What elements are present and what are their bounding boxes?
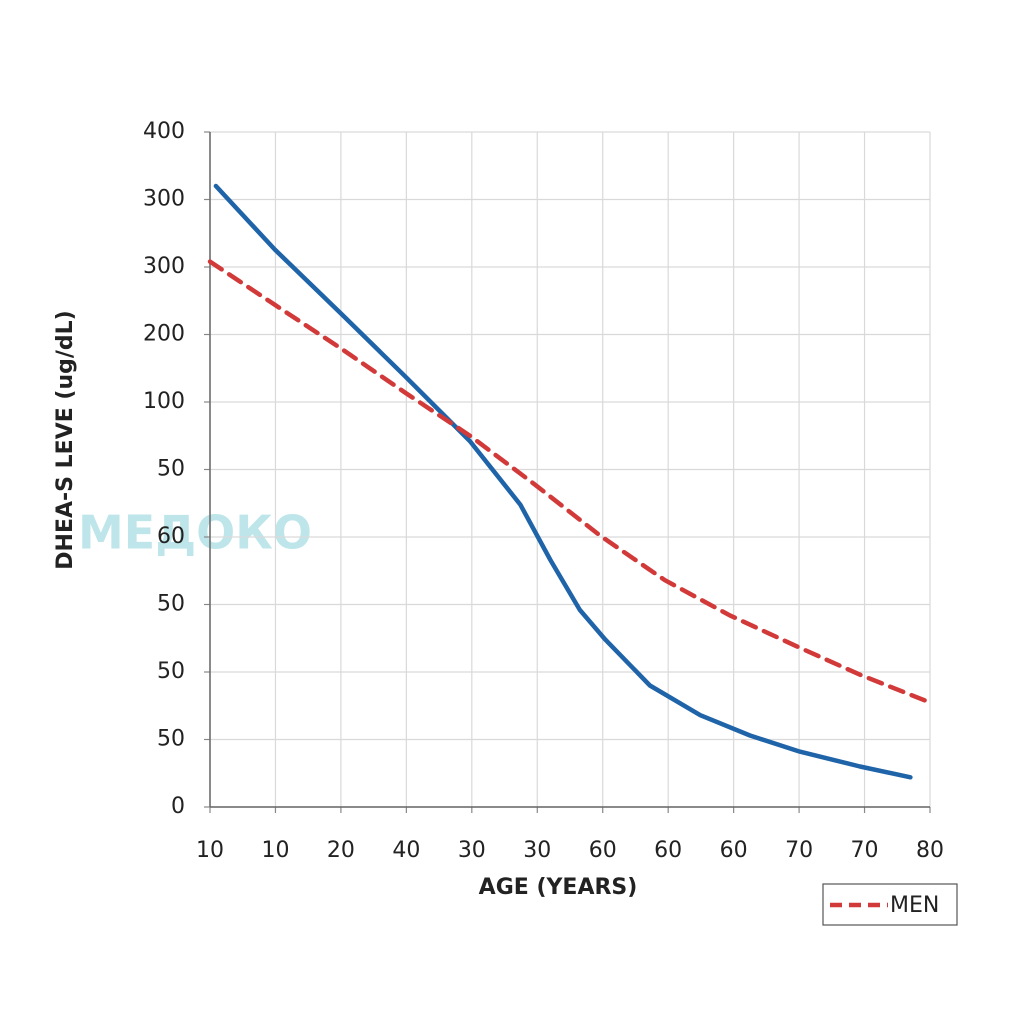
data-line bbox=[213, 183, 913, 780]
x-tick-label: 60 bbox=[589, 838, 617, 863]
y-tick-label: 0 bbox=[171, 794, 185, 819]
watermark: МЕДОКО bbox=[78, 506, 312, 560]
x-tick-label: 30 bbox=[458, 838, 486, 863]
x-tick-label: 60 bbox=[720, 838, 748, 863]
x-tick-label: 40 bbox=[392, 838, 420, 863]
y-tick-label: 50 bbox=[157, 727, 185, 752]
x-axis-label: AGE (YEARS) bbox=[479, 875, 638, 900]
legend-box bbox=[822, 883, 958, 926]
x-tick-label: 30 bbox=[523, 838, 551, 863]
x-tick-label: 70 bbox=[851, 838, 879, 863]
x-tick-label: 10 bbox=[196, 838, 224, 863]
y-tick-label: 400 bbox=[143, 119, 185, 144]
x-tick-label: 20 bbox=[327, 838, 355, 863]
y-tick-label: 50 bbox=[157, 659, 185, 684]
x-tick-label: 80 bbox=[916, 838, 944, 863]
y-tick-label: 100 bbox=[143, 389, 185, 414]
y-tick-label: 60 bbox=[157, 524, 185, 549]
x-tick-label: 10 bbox=[261, 838, 289, 863]
y-tick-label: 300 bbox=[143, 187, 185, 212]
legend-label: MEN bbox=[890, 893, 939, 918]
x-tick-label: 70 bbox=[785, 838, 813, 863]
y-tick-label: 50 bbox=[157, 457, 185, 482]
y-tick-label: 300 bbox=[143, 254, 185, 279]
x-tick-label: 60 bbox=[654, 838, 682, 863]
y-tick-label: 50 bbox=[157, 592, 185, 617]
data-line bbox=[207, 259, 928, 703]
y-tick-label: 200 bbox=[143, 322, 185, 347]
y-axis-label: DHEA-S LEVE (ug/dL) bbox=[53, 310, 78, 569]
